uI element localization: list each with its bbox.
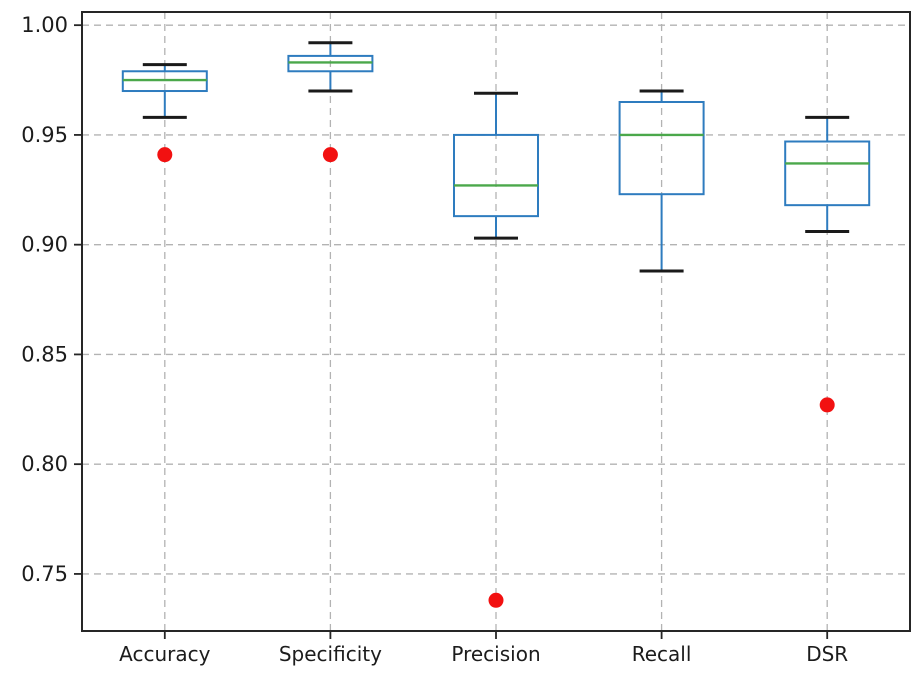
y-tick-label: 1.00 <box>21 13 68 37</box>
box-dsr <box>784 140 871 207</box>
outlier-accuracy <box>157 147 173 163</box>
y-tick-label: 0.95 <box>21 123 68 147</box>
y-tick-label: 0.90 <box>21 233 68 257</box>
box-recall <box>618 100 705 196</box>
y-tick-label: 0.85 <box>21 342 68 366</box>
outlier-dsr <box>819 397 835 413</box>
box-precision <box>453 133 539 218</box>
outlier-precision <box>488 592 504 608</box>
y-tick-label: 0.80 <box>21 452 68 476</box>
y-tick-label: 0.75 <box>21 562 68 586</box>
x-tick-label: Recall <box>632 642 692 666</box>
x-tick-label: DSR <box>806 642 848 666</box>
outlier-specificity <box>322 147 338 163</box>
x-tick-label: Specificity <box>279 642 382 666</box>
x-tick-label: Accuracy <box>119 642 210 666</box>
x-tick-label: Precision <box>451 642 540 666</box>
